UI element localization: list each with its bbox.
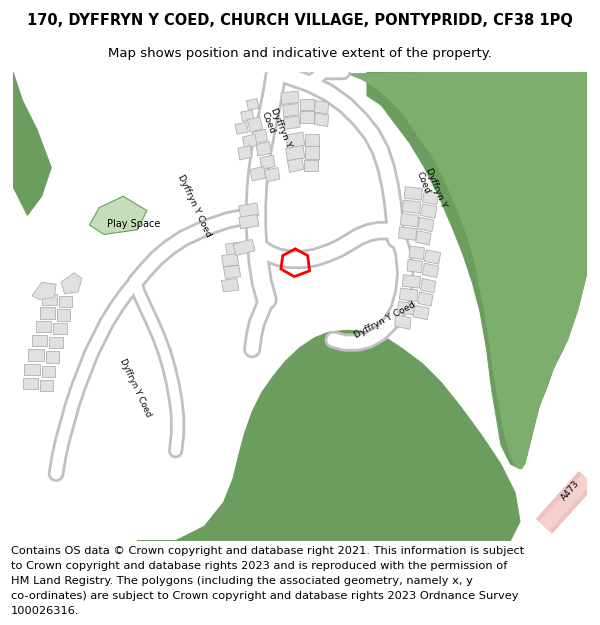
Polygon shape: [367, 72, 587, 469]
Polygon shape: [239, 203, 259, 218]
Polygon shape: [42, 294, 57, 305]
Text: HM Land Registry. The polygons (including the associated geometry, namely x, y: HM Land Registry. The polygons (includin…: [11, 576, 473, 586]
Polygon shape: [265, 168, 280, 182]
Polygon shape: [281, 91, 299, 104]
Polygon shape: [398, 227, 417, 240]
Polygon shape: [25, 364, 40, 375]
Text: Dyffryn Y Coed: Dyffryn Y Coed: [118, 357, 153, 418]
Polygon shape: [407, 259, 422, 272]
Polygon shape: [238, 146, 252, 160]
Text: Map shows position and indicative extent of the property.: Map shows position and indicative extent…: [108, 48, 492, 61]
Polygon shape: [424, 250, 440, 264]
Polygon shape: [413, 305, 429, 319]
Polygon shape: [221, 279, 239, 292]
Polygon shape: [256, 142, 271, 156]
Polygon shape: [400, 214, 419, 227]
Text: Play Space: Play Space: [107, 219, 160, 229]
Text: Dyffryn Y
Coed: Dyffryn Y Coed: [415, 166, 448, 212]
Polygon shape: [247, 99, 259, 110]
Polygon shape: [398, 301, 415, 315]
Polygon shape: [300, 99, 314, 110]
Polygon shape: [221, 254, 239, 267]
Polygon shape: [421, 279, 436, 293]
Text: Dyffryn Y Coed: Dyffryn Y Coed: [176, 173, 212, 238]
Polygon shape: [409, 246, 424, 259]
Polygon shape: [421, 204, 437, 218]
Polygon shape: [304, 160, 318, 171]
Polygon shape: [250, 167, 266, 181]
Polygon shape: [61, 272, 82, 294]
Polygon shape: [59, 296, 73, 308]
Polygon shape: [286, 132, 305, 148]
Polygon shape: [305, 146, 319, 159]
Text: 170, DYFFRYN Y COED, CHURCH VILLAGE, PONTYPRIDD, CF38 1PQ: 170, DYFFRYN Y COED, CHURCH VILLAGE, PON…: [27, 12, 573, 28]
Polygon shape: [418, 217, 434, 232]
Polygon shape: [260, 155, 275, 169]
Polygon shape: [42, 366, 55, 377]
Polygon shape: [46, 351, 59, 362]
Polygon shape: [287, 158, 304, 172]
Polygon shape: [40, 308, 55, 319]
Polygon shape: [32, 282, 56, 299]
Polygon shape: [23, 378, 38, 389]
Text: A473: A473: [559, 479, 581, 502]
Polygon shape: [314, 101, 329, 114]
Polygon shape: [286, 146, 305, 161]
Text: Dyffryn Y Coed: Dyffryn Y Coed: [353, 300, 417, 340]
Polygon shape: [403, 200, 421, 214]
Polygon shape: [418, 292, 433, 306]
Polygon shape: [284, 116, 300, 129]
Polygon shape: [400, 288, 418, 301]
Polygon shape: [49, 337, 63, 348]
Polygon shape: [28, 349, 44, 361]
Text: Contains OS data © Crown copyright and database right 2021. This information is : Contains OS data © Crown copyright and d…: [11, 546, 524, 556]
Polygon shape: [305, 134, 319, 146]
Polygon shape: [13, 72, 51, 216]
Polygon shape: [233, 239, 255, 256]
Polygon shape: [283, 104, 299, 117]
Polygon shape: [348, 72, 587, 469]
Polygon shape: [416, 231, 431, 245]
Polygon shape: [404, 187, 422, 200]
Polygon shape: [36, 321, 51, 332]
Text: 100026316.: 100026316.: [11, 606, 79, 616]
Polygon shape: [53, 322, 67, 334]
Polygon shape: [241, 110, 254, 122]
Polygon shape: [242, 134, 257, 148]
Polygon shape: [40, 380, 53, 391]
Polygon shape: [89, 196, 147, 234]
Polygon shape: [32, 335, 47, 346]
Polygon shape: [247, 117, 263, 132]
Polygon shape: [235, 122, 248, 134]
Polygon shape: [239, 214, 259, 229]
Polygon shape: [300, 111, 314, 123]
Text: Dyffryn Y
Coed: Dyffryn Y Coed: [260, 106, 293, 152]
Polygon shape: [422, 263, 439, 278]
Polygon shape: [403, 274, 421, 288]
Polygon shape: [57, 309, 70, 321]
Polygon shape: [226, 242, 242, 256]
Text: to Crown copyright and database rights 2023 and is reproduced with the permissio: to Crown copyright and database rights 2…: [11, 561, 507, 571]
Polygon shape: [314, 113, 329, 126]
Polygon shape: [422, 191, 439, 205]
Polygon shape: [395, 315, 411, 329]
Polygon shape: [252, 129, 268, 144]
Polygon shape: [137, 330, 520, 541]
Polygon shape: [223, 265, 241, 279]
Text: co-ordinates) are subject to Crown copyright and database rights 2023 Ordnance S: co-ordinates) are subject to Crown copyr…: [11, 591, 518, 601]
